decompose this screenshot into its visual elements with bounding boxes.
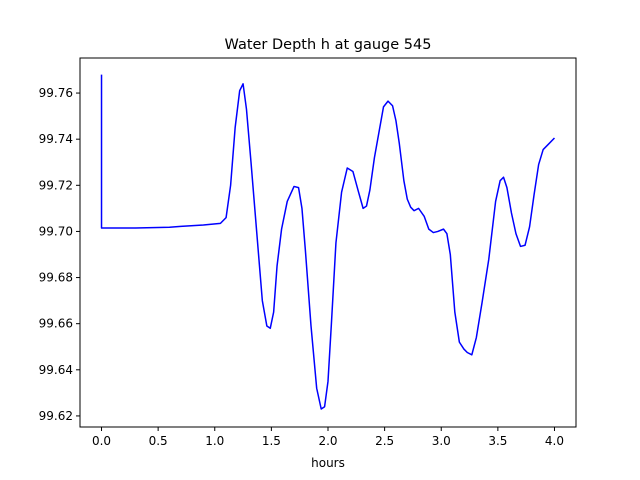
x-axis-label: hours [311, 456, 345, 470]
series-line-water-depth [100, 74, 556, 410]
y-tick-label: 99.64 [39, 363, 73, 377]
y-tick-label: 99.68 [39, 271, 73, 285]
x-tick-label: 1.0 [205, 434, 224, 448]
y-tick-label: 99.66 [39, 317, 73, 331]
y-tick-label: 99.72 [39, 178, 73, 192]
x-tick-label: 2.0 [318, 434, 337, 448]
x-tick-label: 3.5 [488, 434, 507, 448]
x-axis: 0.0 0.5 1.0 1.5 2.0 2.5 3.0 3.5 4.0 [92, 427, 564, 448]
chart-title: Water Depth h at gauge 545 [225, 37, 432, 53]
x-tick-label: 1.5 [262, 434, 281, 448]
x-tick-label: 4.0 [545, 434, 564, 448]
y-tick-label: 99.70 [39, 224, 73, 238]
y-tick-label: 99.62 [39, 409, 73, 423]
x-tick-label: 0.0 [92, 434, 111, 448]
plot-area [79, 57, 577, 428]
x-tick-label: 0.5 [149, 434, 168, 448]
y-tick-label: 99.76 [39, 86, 73, 100]
y-tick-label: 99.74 [39, 132, 73, 146]
y-axis: 99.62 99.64 99.66 99.68 99.70 99.72 99.74 99.76 [39, 86, 80, 423]
x-tick-label: 2.5 [375, 434, 394, 448]
x-tick-label: 3.0 [432, 434, 451, 448]
